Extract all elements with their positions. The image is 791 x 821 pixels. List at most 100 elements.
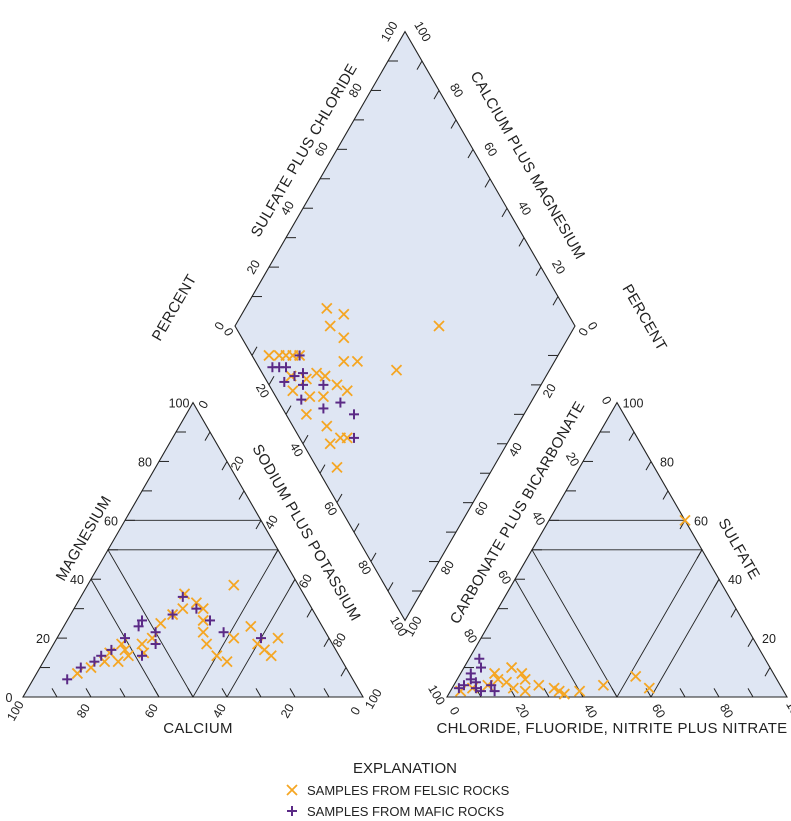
felsic-diamond-point-24-stroke-b	[390, 364, 403, 376]
chloride-tick-100: 100	[783, 698, 791, 723]
felsic-cation-point-18-stroke-b	[197, 626, 209, 638]
felsic-anion-point-3	[492, 673, 504, 685]
felsic-diamond-point-11	[300, 408, 313, 420]
felsic-anion-point-9	[505, 661, 518, 674]
felsic-cation-point-21	[221, 656, 233, 668]
felsic-diamond-point-6	[287, 385, 299, 397]
felsic-diamond-point-15	[321, 420, 333, 432]
diamond-ur-tick-9	[552, 296, 559, 306]
mafic-diamond-point-5	[298, 368, 308, 379]
felsic-cation-point-16-stroke-b	[197, 603, 209, 615]
felsic-diamond-point-22	[338, 308, 350, 320]
felsic-cation-point-9	[136, 638, 148, 650]
felsic-diamond-point-26-stroke-b	[321, 302, 333, 314]
felsic-anion-point-4-stroke-b	[488, 667, 501, 680]
so4cl-lower-tick-80: 80	[438, 558, 457, 577]
cation-bottom-tick-7	[255, 688, 262, 698]
felsic-diamond-point-27-stroke-b	[324, 320, 336, 332]
diamond-ll-tick-3	[285, 405, 292, 415]
cation-right-tick-9	[340, 667, 347, 677]
legend-mafic-label: SAMPLES FROM MAFIC ROCKS	[307, 804, 505, 819]
cami-tick-20: 20	[549, 258, 568, 277]
mafic-cation-point-14	[218, 627, 229, 638]
felsic-anion-point-4	[488, 667, 501, 680]
legend-felsic-x-stroke-b	[286, 784, 298, 796]
na-tick-60: 60	[296, 572, 315, 591]
felsic-diamond-point-13-stroke-b	[331, 379, 343, 391]
so4cl-tick-80: 80	[346, 81, 365, 100]
felsic-anion-point-16-stroke-b	[597, 679, 610, 691]
felsic-diamond-point-15-stroke-b	[321, 420, 333, 432]
felsic-cation-point-28	[228, 579, 240, 591]
felsic-cation-point-20-stroke-b	[211, 650, 223, 662]
so4cl-lower-tick-40: 40	[506, 440, 525, 459]
felsic-diamond-point-14-stroke-b	[341, 385, 353, 397]
mafic-cation-point-4	[106, 644, 117, 655]
mafic-cation-point-16	[137, 650, 147, 661]
calcium-tick-40: 40	[210, 701, 229, 720]
mafic-cation-point-3	[96, 650, 107, 661]
felsic-anion-point-7	[519, 673, 531, 685]
felsic-anion-point-9-stroke-b	[505, 661, 518, 674]
felsic-cation-point-20	[211, 650, 223, 662]
felsic-diamond-point-21-stroke-b	[338, 332, 350, 344]
mafic-cation-point-10	[167, 609, 178, 620]
felsic-anion-point-19	[679, 514, 691, 526]
felsic-cation-point-25-stroke-b	[258, 644, 271, 656]
diamond-ll-tick-7	[353, 523, 360, 533]
cation-bottom-tick-8	[289, 688, 296, 698]
felsic-diamond-point-8	[310, 367, 323, 379]
anion-right-tick-1	[628, 431, 635, 441]
diamond-ll-tick-1	[251, 346, 258, 356]
felsic-diamond-point-20-stroke-b	[338, 355, 350, 367]
cami-lower-tick-60: 60	[321, 499, 340, 518]
felsic-cation-point-19	[200, 638, 213, 650]
felsic-cation-point-23	[245, 620, 257, 632]
anion-right-tick-6	[713, 578, 720, 589]
so4cl-tick-60: 60	[312, 140, 331, 159]
calcium-tick-60: 60	[142, 701, 161, 720]
diamond-ur-tick-6	[501, 207, 508, 218]
felsic-cation-point-11-stroke-b	[155, 617, 167, 630]
magnesium-tick-0: 0	[6, 691, 13, 705]
cami-tick-80: 80	[447, 81, 466, 100]
mafic-diamond-point-9	[318, 379, 329, 390]
cation-right-tick-2	[221, 461, 228, 471]
felsic-cation-point-2-stroke-b	[98, 656, 111, 668]
felsic-anion-point-14	[558, 688, 570, 700]
mafic-anion-point-4	[476, 662, 486, 673]
felsic-cation-point-6-stroke-b	[119, 644, 131, 656]
mafic-anion-point-9	[474, 653, 485, 664]
felsic-cation-point-9-stroke-b	[136, 638, 148, 650]
felsic-anion-point-11	[519, 685, 531, 697]
felsic-diamond-point-14	[341, 385, 353, 397]
felsic-cation-point-18	[197, 626, 209, 638]
diamond-ur-tick-2	[433, 90, 440, 100]
felsic-diamond-point-25	[433, 320, 445, 332]
mafic-anion-point-7	[476, 686, 486, 697]
felsic-diamond-point-27	[324, 320, 336, 332]
felsic-anion-point-6-stroke-b	[507, 682, 519, 694]
anion-bottom-tick-9	[747, 688, 754, 698]
felsic-cation-point-17	[197, 614, 209, 627]
mafic-diamond-point-13	[349, 432, 359, 443]
diamond-ur-tick-8	[535, 266, 542, 277]
felsic-anion-point-18-stroke-b	[643, 682, 655, 694]
cation-bottom-tick-4	[153, 688, 160, 698]
chloride-tick-80: 80	[717, 701, 736, 720]
felsic-diamond-point-9-stroke-b	[319, 370, 331, 382]
cation-right-tick-7	[306, 608, 313, 618]
anion-bottom-tick-3	[543, 688, 550, 698]
felsic-anion-point-13	[553, 685, 565, 697]
mafic-cation-point-7	[137, 615, 147, 626]
felsic-cation-point-22	[228, 632, 240, 644]
na-tick-80: 80	[330, 631, 349, 650]
felsic-anion-point-10	[533, 679, 545, 691]
diamond-ll-tick-9	[387, 582, 394, 592]
felsic-anion-point-5-stroke-b	[500, 676, 513, 688]
mafic-diamond-point-3	[279, 376, 290, 387]
na-tick-20: 20	[228, 454, 247, 473]
mafic-anion-point-10	[489, 686, 500, 697]
felsic-diamond-point-25-stroke-b	[433, 320, 445, 332]
calcium-axis-label: CALCIUM	[163, 720, 233, 737]
